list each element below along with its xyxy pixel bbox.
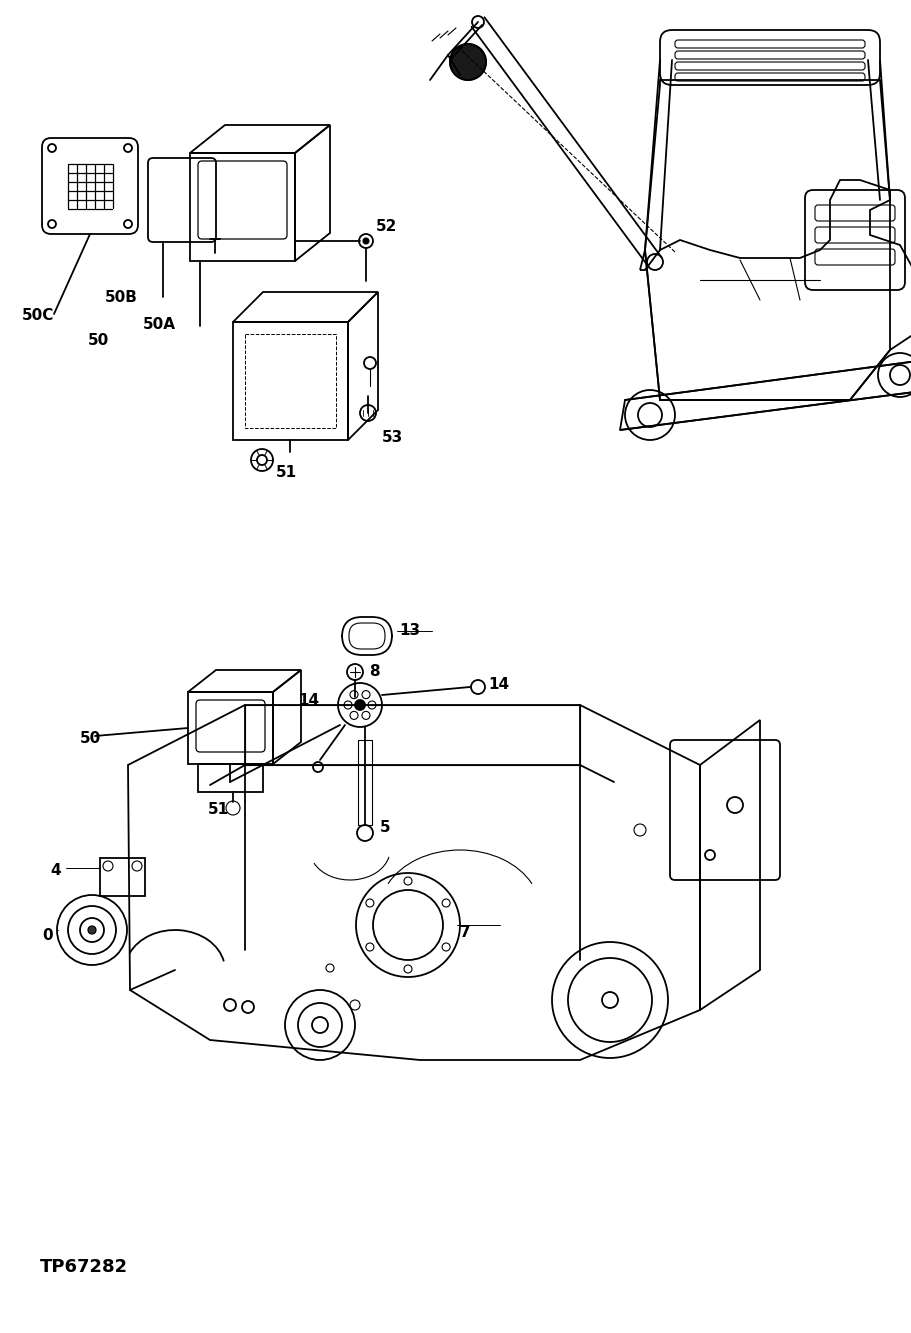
Circle shape <box>88 926 96 934</box>
Text: 51: 51 <box>276 465 297 480</box>
Circle shape <box>355 700 365 710</box>
Text: 52: 52 <box>376 219 397 235</box>
Text: 8: 8 <box>369 664 380 678</box>
Bar <box>198 764 263 792</box>
Text: 51: 51 <box>208 802 230 817</box>
Text: 50C: 50C <box>22 308 55 323</box>
Text: 53: 53 <box>382 431 404 445</box>
Text: 50: 50 <box>88 333 109 348</box>
Bar <box>358 740 372 825</box>
Text: 50A: 50A <box>143 317 176 332</box>
Text: 14: 14 <box>488 677 509 692</box>
Text: 4: 4 <box>50 862 61 878</box>
Circle shape <box>363 239 369 244</box>
Text: 7: 7 <box>460 925 471 940</box>
Text: 5: 5 <box>380 820 391 834</box>
Text: 50B: 50B <box>105 291 138 305</box>
Text: TP67282: TP67282 <box>40 1258 128 1276</box>
Text: 13: 13 <box>399 623 420 639</box>
Bar <box>100 858 145 896</box>
Text: 0: 0 <box>42 928 53 942</box>
Circle shape <box>450 44 486 80</box>
Text: 14: 14 <box>298 693 319 708</box>
Text: 50: 50 <box>80 730 101 746</box>
